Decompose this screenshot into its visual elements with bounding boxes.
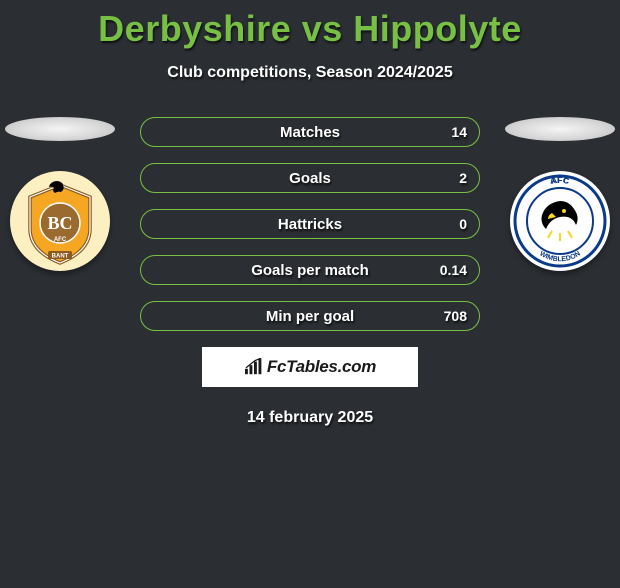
brand-box[interactable]: FcTables.com: [202, 347, 418, 387]
stat-row: Goals per match 0.14: [140, 255, 480, 285]
stat-label: Goals: [289, 170, 331, 187]
stat-row: Min per goal 708: [140, 301, 480, 331]
date-text: 14 february 2025: [0, 409, 620, 427]
svg-text:BC: BC: [47, 213, 72, 233]
left-shadow-oval: [5, 117, 115, 141]
stat-value-right: 708: [444, 308, 467, 324]
stat-row: Goals 2: [140, 163, 480, 193]
stat-label: Hattricks: [278, 216, 342, 233]
stat-value-right: 0: [459, 216, 467, 232]
left-column: BC AFC BANT: [0, 117, 120, 271]
stat-value-right: 2: [459, 170, 467, 186]
stats-list: Matches 14 Goals 2 Hattricks 0 Goals per…: [140, 117, 480, 331]
stat-row: Matches 14: [140, 117, 480, 147]
svg-text:AFC: AFC: [54, 237, 67, 243]
right-column: AFC AFC WIMBLEDON: [500, 117, 620, 271]
stat-value-right: 0.14: [440, 262, 467, 278]
svg-text:AFC: AFC: [551, 176, 570, 186]
page-title: Derbyshire vs Hippolyte: [0, 8, 620, 50]
stat-value-right: 14: [451, 124, 467, 140]
bar-chart-icon: [244, 358, 264, 376]
brand-text: FcTables.com: [267, 357, 376, 377]
stat-row: Hattricks 0: [140, 209, 480, 239]
right-shadow-oval: [505, 117, 615, 141]
stat-label: Matches: [280, 124, 340, 141]
stat-label: Goals per match: [251, 262, 369, 279]
stat-label: Min per goal: [266, 308, 354, 325]
team-badge-right: AFC AFC WIMBLEDON: [510, 171, 610, 271]
team-badge-left: BC AFC BANT: [10, 171, 110, 271]
svg-text:BANT: BANT: [52, 254, 69, 260]
subtitle: Club competitions, Season 2024/2025: [0, 64, 620, 82]
